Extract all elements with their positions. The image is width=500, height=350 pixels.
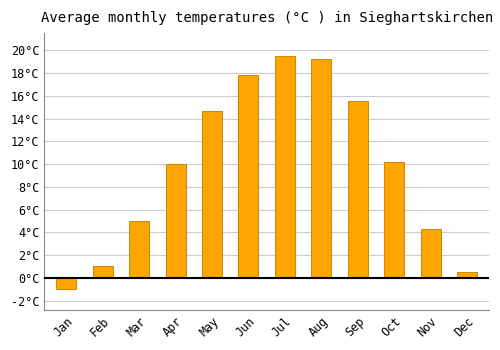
Bar — [166, 164, 186, 278]
Bar — [238, 75, 258, 278]
Bar — [92, 266, 113, 278]
Bar — [384, 162, 404, 278]
Bar — [202, 111, 222, 278]
Bar — [348, 102, 368, 278]
Bar — [457, 272, 477, 278]
Bar — [275, 56, 295, 278]
Bar — [312, 60, 332, 278]
Bar — [56, 278, 76, 289]
Bar — [420, 229, 440, 278]
Bar — [129, 221, 149, 278]
Title: Average monthly temperatures (°C ) in Sieghartskirchen: Average monthly temperatures (°C ) in Si… — [40, 11, 493, 25]
